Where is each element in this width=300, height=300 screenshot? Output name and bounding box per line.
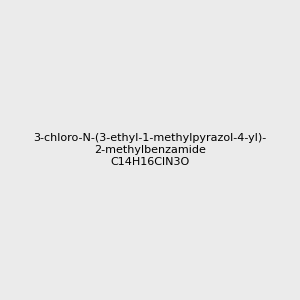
Text: 3-chloro-N-(3-ethyl-1-methylpyrazol-4-yl)-
2-methylbenzamide
C14H16ClN3O: 3-chloro-N-(3-ethyl-1-methylpyrazol-4-yl… <box>33 134 267 166</box>
